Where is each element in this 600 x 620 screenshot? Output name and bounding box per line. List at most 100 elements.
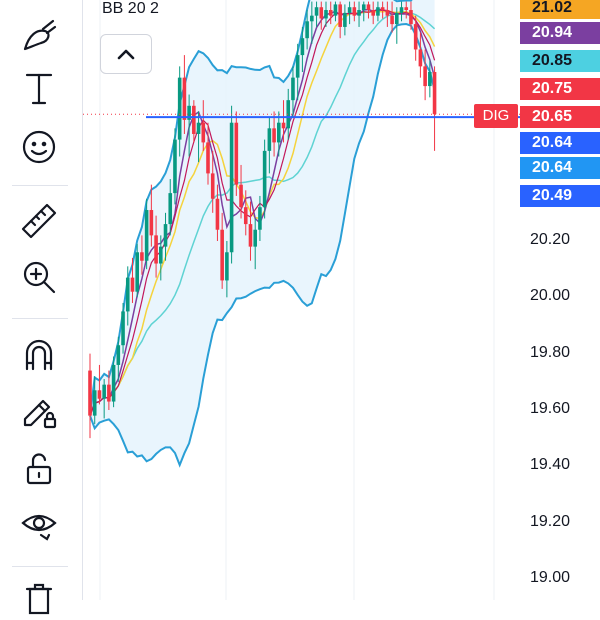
candle-body bbox=[206, 142, 210, 174]
candle-body bbox=[111, 364, 116, 402]
candle-body bbox=[267, 128, 272, 151]
price-badge: 20.49 bbox=[520, 185, 600, 207]
candle-body bbox=[286, 100, 291, 129]
price-badge: 20.64 bbox=[520, 157, 600, 179]
axis-tick-label: 19.00 bbox=[530, 569, 571, 586]
candle-body bbox=[343, 12, 347, 27]
indicator-label[interactable]: BB 20 2 bbox=[102, 0, 159, 17]
price-badge: 20.94 bbox=[520, 22, 600, 44]
text-icon[interactable] bbox=[16, 66, 62, 112]
candle-body bbox=[130, 277, 135, 292]
candle-body bbox=[380, 7, 385, 11]
ruler-icon[interactable] bbox=[16, 198, 62, 244]
candle-body bbox=[404, 7, 409, 11]
candle-body bbox=[262, 150, 267, 208]
candle-body bbox=[413, 24, 418, 50]
candle-body bbox=[376, 7, 380, 16]
candle-body bbox=[210, 173, 215, 199]
zoom-in-icon[interactable] bbox=[16, 254, 62, 300]
candle-body bbox=[324, 10, 328, 19]
candle-body bbox=[177, 77, 182, 140]
candle-body bbox=[305, 21, 309, 39]
axis-tick-label: 19.60 bbox=[530, 400, 571, 417]
candle-body bbox=[361, 4, 366, 11]
candle-body bbox=[149, 210, 154, 236]
price-badge: 20.64 bbox=[520, 132, 600, 154]
candle-body bbox=[357, 10, 361, 16]
toolbar-divider bbox=[12, 566, 68, 567]
axis-tick-label: 20.00 bbox=[530, 287, 571, 305]
candle-body bbox=[366, 4, 371, 11]
candle-body bbox=[125, 277, 130, 312]
candle-body bbox=[395, 12, 399, 25]
unlock-icon[interactable] bbox=[16, 446, 62, 492]
price-chart[interactable] bbox=[83, 0, 600, 600]
candle-body bbox=[248, 224, 253, 247]
brush-icon[interactable] bbox=[16, 14, 62, 60]
candle-body bbox=[97, 390, 102, 399]
bollinger-lower-band bbox=[89, 22, 436, 468]
candle-body bbox=[154, 235, 158, 264]
candle-body bbox=[140, 252, 144, 261]
candle-body bbox=[88, 370, 92, 416]
candle-body bbox=[92, 390, 97, 416]
candle-body bbox=[432, 72, 437, 115]
bollinger-basis bbox=[89, 11, 436, 416]
candle-body bbox=[215, 198, 220, 230]
candle-body bbox=[371, 10, 375, 16]
toolbar-divider bbox=[12, 318, 68, 319]
candle-body bbox=[201, 122, 206, 143]
axis-tick-label: 19.40 bbox=[530, 456, 571, 474]
collapse-button[interactable] bbox=[100, 34, 152, 74]
candle-body bbox=[107, 384, 111, 402]
price-badge: 20.65 bbox=[520, 106, 600, 128]
candle-body bbox=[243, 207, 248, 225]
candle-body bbox=[159, 246, 163, 264]
candle-body bbox=[187, 105, 191, 120]
candle-body bbox=[328, 10, 333, 16]
candle-body bbox=[291, 77, 295, 101]
price-badge: 21.02 bbox=[520, 0, 600, 19]
candle-body bbox=[281, 122, 286, 129]
candle-body bbox=[234, 122, 239, 185]
chevron-up-icon bbox=[117, 49, 135, 60]
candle-body bbox=[423, 66, 427, 87]
candle-body bbox=[225, 252, 229, 281]
axis-tick-label: 19.20 bbox=[530, 512, 571, 530]
axis-tick-label: 20.20 bbox=[530, 231, 571, 248]
candle-body bbox=[319, 7, 324, 19]
candle-body bbox=[144, 210, 149, 261]
candle-body bbox=[272, 128, 276, 143]
magnet-icon[interactable] bbox=[16, 332, 62, 378]
candle-body bbox=[102, 384, 106, 399]
candle-body bbox=[173, 139, 177, 194]
trash-icon[interactable] bbox=[16, 574, 62, 620]
smiley-icon[interactable] bbox=[16, 124, 62, 170]
eye-icon[interactable] bbox=[16, 500, 62, 546]
candle-body bbox=[418, 49, 423, 67]
candle-body bbox=[192, 105, 196, 134]
candle-body bbox=[300, 38, 305, 56]
candle-body bbox=[220, 229, 224, 281]
pencil-lock-icon[interactable] bbox=[16, 388, 62, 434]
candle-body bbox=[333, 4, 338, 16]
candle-body bbox=[310, 15, 314, 22]
candle-body bbox=[409, 10, 413, 25]
bollinger-upper-band bbox=[89, 0, 413, 416]
candle-body bbox=[239, 184, 243, 208]
candle-body bbox=[338, 4, 342, 27]
price-badge: 20.85 bbox=[520, 50, 600, 72]
candle-body bbox=[277, 122, 281, 143]
candle-body bbox=[121, 311, 125, 346]
candle-body bbox=[182, 77, 187, 120]
candle-body bbox=[295, 55, 300, 78]
axis-tick-label: 19.80 bbox=[530, 343, 571, 361]
candle-body bbox=[385, 10, 390, 16]
candle-body bbox=[135, 252, 139, 292]
drawing-toolbar bbox=[0, 0, 83, 615]
candle-body bbox=[116, 345, 121, 365]
candle-body bbox=[428, 72, 432, 87]
candle-body bbox=[352, 7, 357, 16]
candle-body bbox=[314, 7, 319, 16]
candle-body bbox=[253, 229, 257, 247]
